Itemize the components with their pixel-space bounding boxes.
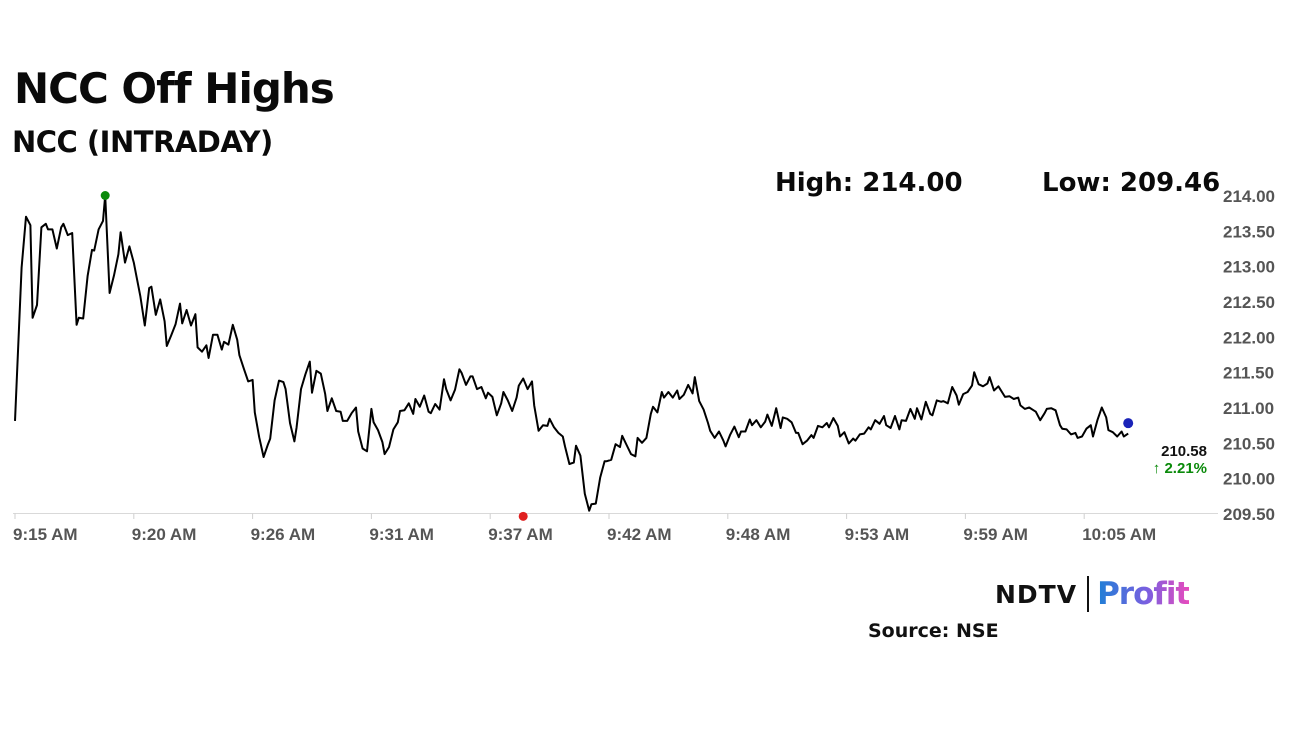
x-tick-label: 9:59 AM (963, 525, 1028, 544)
source-note: Source: NSE (868, 620, 999, 642)
chart-subtitle: NCC (INTRADAY) (12, 125, 273, 159)
x-tick-label: 9:31 AM (369, 525, 434, 544)
x-tick-label: 9:20 AM (132, 525, 197, 544)
last-price-box (1152, 440, 1210, 478)
y-tick-label: 214.00 (1223, 187, 1275, 206)
low-stat: Low: 209.46 (1042, 168, 1221, 198)
x-tick-label: 9:53 AM (845, 525, 910, 544)
high-stat: High: 214.00 (775, 168, 963, 198)
last-price-label: 210.58 (1161, 443, 1207, 460)
y-tick-label: 209.50 (1223, 505, 1275, 524)
y-tick-label: 210.00 (1223, 470, 1275, 489)
y-tick-label: 212.00 (1223, 328, 1275, 347)
x-tick-label: 10:05 AM (1082, 525, 1156, 544)
logo-ndtv-text: NDTV (995, 579, 1078, 609)
y-tick-label: 211.00 (1223, 399, 1274, 418)
chart-title: NCC Off Highs (14, 64, 335, 113)
price-line (14, 194, 1129, 512)
y-tick-label: 213.50 (1223, 222, 1275, 241)
last-price-marker (1123, 418, 1134, 429)
y-tick-label: 210.50 (1223, 434, 1275, 453)
y-tick-label: 212.50 (1223, 293, 1275, 312)
x-tick-label: 9:15 AM (13, 525, 78, 544)
low-marker (518, 511, 528, 521)
x-tick-label: 9:42 AM (607, 525, 672, 544)
high-marker (100, 191, 110, 200)
y-tick-label: 213.00 (1223, 258, 1275, 277)
logo-divider (1087, 576, 1090, 612)
y-tick-label: 211.50 (1223, 364, 1274, 383)
ndtv-profit-logo: NDTV Profit (995, 574, 1190, 614)
x-tick-label: 9:37 AM (488, 525, 553, 544)
change-label: ↑ 2.21% (1153, 460, 1207, 477)
x-tick-label: 9:26 AM (251, 525, 316, 544)
x-tick-label: 9:48 AM (726, 525, 791, 544)
logo-profit-text: Profit (1097, 576, 1190, 612)
